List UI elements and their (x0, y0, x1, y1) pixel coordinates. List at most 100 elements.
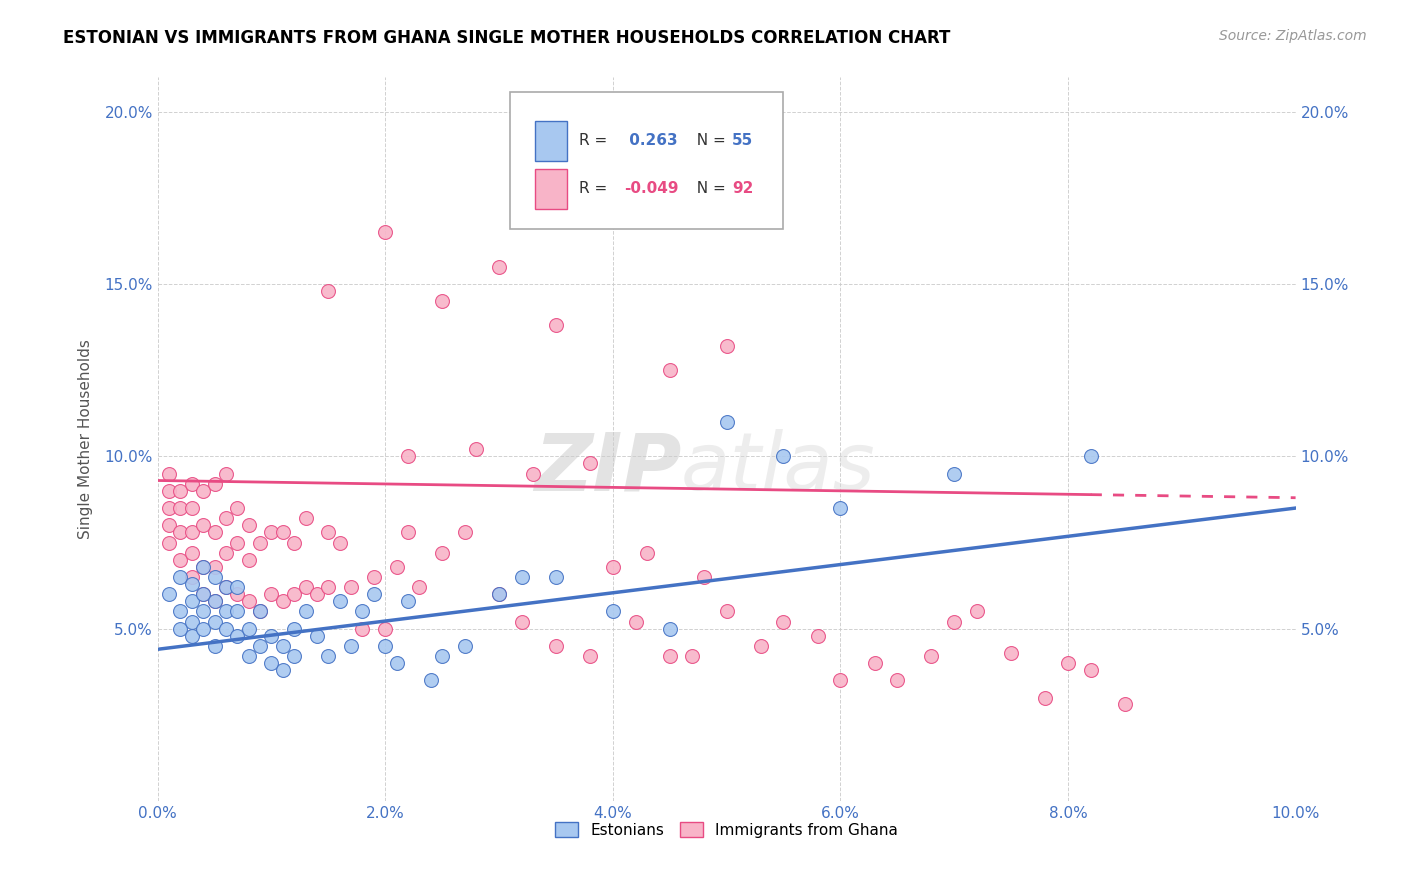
Point (180, 501, 202, 516)
Point (271, 663, 294, 677)
Point (169, 525, 191, 540)
Point (318, 649, 340, 664)
Point (396, 594, 419, 608)
Point (966, 604, 988, 618)
Point (204, 559, 226, 574)
Point (579, 649, 602, 664)
Point (544, 639, 567, 653)
Point (191, 559, 214, 574)
Point (169, 483, 191, 498)
Y-axis label: Single Mother Households: Single Mother Households (79, 339, 93, 539)
Point (260, 656, 283, 670)
Point (716, 415, 738, 429)
Point (204, 594, 226, 608)
Point (191, 559, 214, 574)
Point (408, 580, 430, 594)
Point (363, 570, 385, 584)
Point (374, 226, 396, 240)
Point (886, 673, 908, 688)
Point (204, 615, 226, 629)
Point (294, 580, 316, 594)
Point (658, 649, 681, 664)
FancyBboxPatch shape (510, 92, 783, 229)
Point (396, 525, 419, 540)
Point (602, 156, 624, 170)
FancyBboxPatch shape (536, 120, 567, 161)
Point (544, 318, 567, 333)
Point (430, 546, 453, 560)
Point (863, 656, 886, 670)
Point (374, 622, 396, 636)
Point (465, 442, 488, 457)
Point (204, 639, 226, 653)
Text: N =: N = (686, 133, 730, 148)
Point (238, 622, 260, 636)
Point (510, 570, 533, 584)
Point (215, 580, 238, 594)
Point (226, 535, 249, 549)
Point (226, 604, 249, 618)
Point (215, 546, 238, 560)
Point (204, 594, 226, 608)
Text: R =: R = (579, 181, 612, 196)
Point (363, 587, 385, 601)
Point (260, 587, 283, 601)
Point (180, 546, 202, 560)
Point (180, 570, 202, 584)
Point (238, 553, 260, 567)
Point (191, 622, 214, 636)
Point (215, 622, 238, 636)
Point (226, 628, 249, 642)
Point (602, 604, 624, 618)
Point (749, 639, 772, 653)
Point (510, 615, 533, 629)
Point (579, 456, 602, 470)
Point (180, 577, 202, 591)
Point (180, 594, 202, 608)
Point (157, 483, 180, 498)
Point (249, 604, 271, 618)
Point (1114, 698, 1136, 712)
Text: 55: 55 (733, 133, 754, 148)
Point (157, 467, 180, 481)
Point (305, 587, 328, 601)
Point (215, 467, 238, 481)
Point (180, 615, 202, 629)
Point (352, 604, 374, 618)
Point (215, 580, 238, 594)
Point (180, 477, 202, 491)
Point (157, 535, 180, 549)
Point (204, 570, 226, 584)
Point (169, 570, 191, 584)
Point (283, 649, 305, 664)
Point (238, 594, 260, 608)
Point (157, 501, 180, 516)
Point (602, 559, 624, 574)
Point (454, 525, 477, 540)
Point (658, 363, 681, 377)
Text: Source: ZipAtlas.com: Source: ZipAtlas.com (1219, 29, 1367, 43)
Point (340, 580, 363, 594)
Point (1033, 690, 1056, 705)
Point (191, 518, 214, 533)
Point (454, 639, 477, 653)
Point (204, 525, 226, 540)
Point (943, 615, 966, 629)
Point (260, 525, 283, 540)
Point (294, 511, 316, 525)
Point (636, 546, 658, 560)
Point (271, 525, 294, 540)
Point (385, 656, 408, 670)
Point (544, 570, 567, 584)
Point (1080, 663, 1102, 677)
Point (1080, 450, 1102, 464)
Text: ESTONIAN VS IMMIGRANTS FROM GHANA SINGLE MOTHER HOUSEHOLDS CORRELATION CHART: ESTONIAN VS IMMIGRANTS FROM GHANA SINGLE… (63, 29, 950, 46)
Point (191, 483, 214, 498)
Point (488, 260, 510, 274)
Point (772, 615, 794, 629)
Text: -0.049: -0.049 (624, 181, 679, 196)
Point (624, 615, 647, 629)
Text: atlas: atlas (681, 429, 876, 507)
Point (226, 501, 249, 516)
Point (374, 639, 396, 653)
